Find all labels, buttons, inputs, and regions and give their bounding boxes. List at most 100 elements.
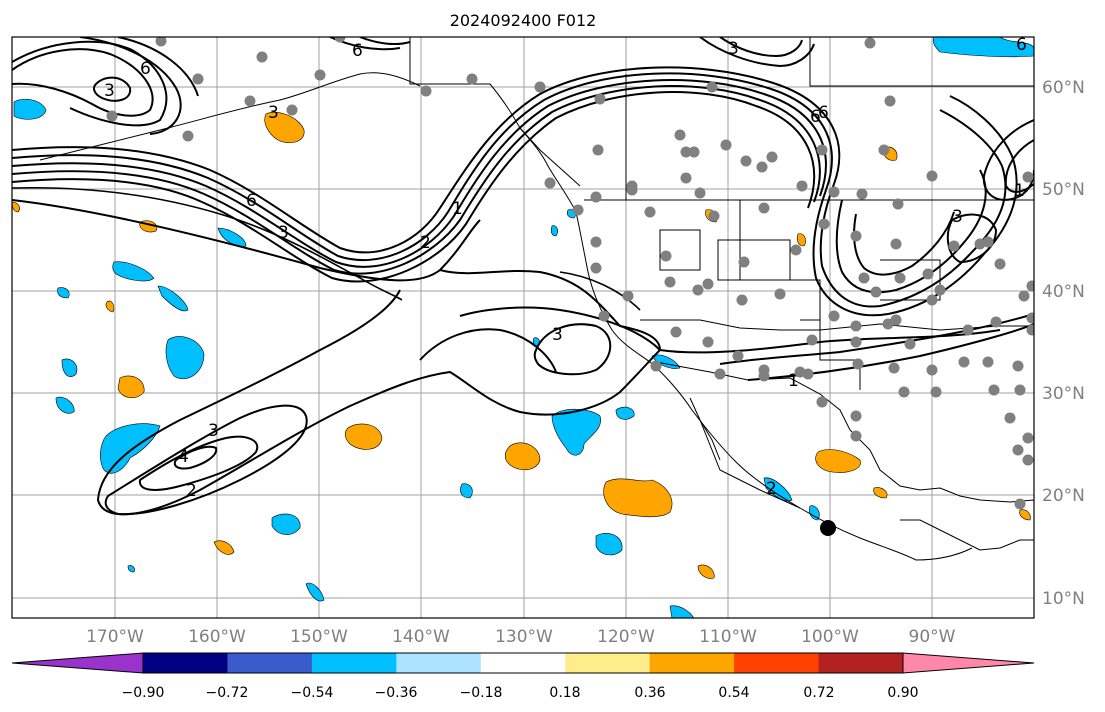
- station-marker: [106, 110, 118, 122]
- station-marker: [590, 191, 602, 203]
- station-marker: [680, 146, 692, 158]
- colorbar-segment: [227, 653, 313, 673]
- colorbar-ticks: −0.90 −0.72 −0.54 −0.36 −0.18 0.18 0.36 …: [122, 685, 919, 701]
- station-marker: [1004, 412, 1016, 424]
- station-marker: [850, 320, 862, 332]
- station-marker: [592, 144, 604, 156]
- station-marker: [694, 187, 706, 199]
- station-marker: [904, 338, 916, 350]
- lon-label: 90°W: [909, 627, 956, 647]
- contour-label: 6: [810, 107, 821, 127]
- station-marker: [598, 310, 610, 322]
- station-marker: [740, 155, 752, 167]
- station-marker: [962, 324, 974, 336]
- station-marker: [864, 37, 876, 49]
- lon-label: 130°W: [495, 627, 553, 647]
- station-marker: [155, 37, 167, 47]
- station-marker: [852, 358, 864, 370]
- station-marker: [934, 284, 946, 296]
- colorbar-tick: −0.72: [206, 685, 249, 701]
- lon-label: 150°W: [290, 627, 348, 647]
- station-marker: [706, 81, 718, 93]
- contour-label: 3: [278, 223, 289, 243]
- station-marker: [856, 188, 868, 200]
- colorbar-tick: −0.54: [291, 685, 334, 701]
- colorbar-segment: [565, 653, 651, 673]
- colorbar-segment: [734, 653, 820, 673]
- station-marker: [796, 180, 808, 192]
- colorbar-tick: −0.36: [375, 685, 418, 701]
- lat-label: 20°N: [1042, 486, 1085, 506]
- station-marker: [990, 316, 1002, 328]
- lat-label: 30°N: [1042, 384, 1085, 404]
- lon-label: 170°W: [86, 627, 144, 647]
- station-marker: [1026, 312, 1034, 324]
- station-marker: [774, 288, 786, 300]
- station-marker: [888, 362, 900, 374]
- colorbar-tick: 0.90: [887, 685, 918, 701]
- colorbar-segment: [311, 653, 397, 673]
- station-marker: [850, 410, 862, 422]
- station-marker: [702, 336, 714, 348]
- station-marker: [622, 290, 634, 302]
- station-marker: [1022, 171, 1034, 183]
- contour-label: 4: [178, 447, 189, 467]
- station-marker: [926, 170, 938, 182]
- station-marker: [766, 151, 778, 163]
- contour-label: 6: [818, 103, 829, 123]
- station-marker: [870, 286, 882, 298]
- map-title: 2024092400 F012: [450, 11, 597, 30]
- station-marker: [890, 314, 902, 326]
- station-marker: [572, 204, 584, 216]
- station-marker: [892, 198, 904, 210]
- station-marker: [858, 272, 870, 284]
- station-marker: [660, 250, 672, 262]
- colorbar-tick: −0.90: [122, 685, 165, 701]
- station-marker: [1026, 280, 1034, 292]
- station-marker: [182, 130, 194, 142]
- colorbar-segment: [818, 653, 904, 673]
- station-marker: [534, 81, 546, 93]
- colorbar-tick: 0.54: [718, 685, 749, 701]
- station-marker: [594, 93, 606, 105]
- station-marker: [806, 334, 818, 346]
- colorbar-extend-low: [12, 653, 143, 673]
- lat-label: 50°N: [1042, 180, 1085, 200]
- contour-label: 6: [246, 191, 257, 211]
- contour-label: 3: [728, 39, 739, 59]
- station-marker: [1022, 432, 1034, 444]
- station-marker: [802, 368, 814, 380]
- latitude-labels: 60°N 50°N 40°N 30°N 20°N 10°N: [1042, 78, 1085, 609]
- map-panel: 3 6 6 3 3 6 6 3 1 2 1 6 3 3 4 3 2 1 2 6: [11, 36, 1035, 619]
- station-marker: [664, 276, 676, 288]
- contour-label: 1: [788, 371, 799, 391]
- station-marker: [334, 37, 346, 43]
- longitude-labels: 170°W 160°W 150°W 140°W 130°W 120°W 110°…: [86, 627, 956, 647]
- orange-anomaly-regions: [12, 111, 1031, 579]
- station-marker: [738, 256, 750, 268]
- station-marker: [982, 356, 994, 368]
- contour-label: 3: [268, 103, 279, 123]
- lon-label: 140°W: [392, 627, 450, 647]
- station-marker: [286, 104, 298, 116]
- station-marker: [982, 236, 994, 248]
- station-marker: [758, 364, 770, 376]
- station-marker: [674, 129, 686, 141]
- station-marker: [680, 172, 692, 184]
- station-marker: [420, 85, 432, 97]
- map-background: [12, 37, 1034, 618]
- contour-labels: 3 6 6 3 3 6 6 3 1 2 1 6 3 3 4 3 2 1 2 6: [104, 37, 1027, 501]
- station-marker: [878, 144, 890, 156]
- station-marker: [988, 384, 1000, 396]
- contour-label: 6: [140, 59, 151, 79]
- contour-label: 3: [104, 81, 115, 101]
- station-marker: [244, 95, 256, 107]
- station-marker: [790, 244, 802, 256]
- station-marker: [994, 258, 1006, 270]
- station-marker: [816, 144, 828, 156]
- contour-label: 3: [952, 207, 963, 227]
- station-marker: [1014, 498, 1026, 510]
- station-marker: [926, 364, 938, 376]
- lon-label: 110°W: [699, 627, 757, 647]
